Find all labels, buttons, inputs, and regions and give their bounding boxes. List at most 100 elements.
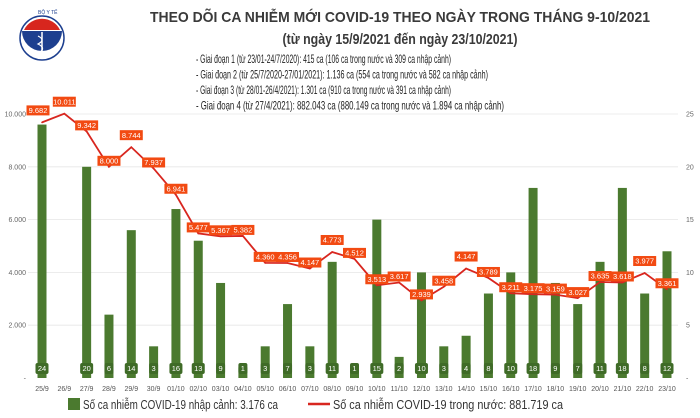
- line-point: [331, 251, 333, 253]
- bar-value-label: 10: [417, 364, 425, 373]
- line-value-label: 8.000: [100, 157, 119, 166]
- bar: [595, 261, 605, 378]
- x-axis-label: 05/10: [256, 386, 274, 393]
- bar-value-badge: [370, 363, 384, 374]
- x-axis-label: 08/10: [323, 386, 341, 393]
- line-value-badge: [343, 247, 366, 258]
- line-point: [152, 167, 155, 170]
- line-point: [465, 267, 467, 270]
- line-value-label: 3.789: [479, 268, 498, 277]
- x-axis-label: 22/10: [636, 386, 654, 393]
- bar: [171, 209, 181, 378]
- x-axis-label: 07/10: [301, 386, 319, 393]
- bar: [573, 304, 583, 378]
- bar: [283, 304, 293, 378]
- line-value-label: 7.937: [144, 158, 163, 167]
- line-point: [509, 292, 512, 295]
- bar: [506, 272, 516, 378]
- line-value-label: 3.513: [367, 275, 386, 284]
- line-value-badge: [476, 266, 500, 277]
- line-value-label: 3.977: [635, 257, 654, 266]
- bar: [327, 261, 337, 378]
- x-axis-label: 03/10: [212, 386, 230, 393]
- bar: [37, 124, 47, 378]
- bar-value-label: 16: [172, 364, 180, 373]
- line-value-label: 9.342: [77, 121, 96, 130]
- bar-value-label: 15: [373, 364, 381, 373]
- bar-value-badge: [504, 363, 518, 374]
- line-point: [376, 284, 378, 287]
- line-point: [398, 281, 400, 284]
- right-axis-tick: -: [686, 376, 689, 383]
- line-value-badge: [365, 274, 389, 285]
- line-value-label: 5.367: [211, 226, 230, 235]
- bar-value-badge: [593, 363, 607, 374]
- bar-value-label: 3: [442, 364, 446, 373]
- x-axis-label: 01/10: [167, 386, 185, 393]
- line-point: [130, 146, 133, 148]
- line-value-label: 4.773: [323, 236, 342, 245]
- line-value-badge: [75, 120, 99, 131]
- bar-value-label: 20: [82, 364, 90, 373]
- bar-value-label: 1: [241, 364, 245, 373]
- x-axis-label: 15/10: [480, 386, 498, 393]
- chart-title: THEO DÕI CA NHIỄM MỚI COVID-19 THEO NGÀY…: [150, 8, 650, 26]
- bar-value-badge: [550, 363, 560, 374]
- bar-value-label: 8: [486, 364, 490, 373]
- right-axis-tick: 5: [686, 323, 690, 330]
- legend: Số ca nhiễm COVID-19 nhập cảnh: 3.176 ca…: [68, 397, 564, 412]
- logo-text: BỘ Y TẾ: [38, 9, 58, 16]
- bar-value-badge: [149, 363, 159, 374]
- legend-line-label: Số ca nhiễm COVID-19 trong nước: 881.719…: [333, 397, 564, 412]
- x-axis-label: 06/10: [279, 386, 297, 393]
- bar: [372, 219, 382, 378]
- bar-value-label: 9: [553, 364, 557, 373]
- bar-value-label: 3: [152, 364, 156, 373]
- legend-bar-label: Số ca nhiễm COVID-19 nhập cảnh: 3.176 ca: [83, 397, 279, 412]
- line-value-label: 5.382: [234, 226, 253, 235]
- x-axis-label: 29/9: [124, 386, 138, 393]
- bar-value-badge: [414, 363, 428, 374]
- x-axis-label: 11/10: [391, 386, 408, 393]
- line-value-badge: [142, 157, 166, 168]
- line-value-label: 3.027: [568, 288, 587, 297]
- left-axis-tick: 2.000: [8, 323, 26, 330]
- bar: [550, 282, 560, 378]
- line-value-badge: [432, 275, 456, 286]
- bar-value-label: 12: [663, 364, 671, 373]
- note-line: - Giai đoạn 1 (từ 23/01-24/7/2020): 415 …: [196, 52, 451, 66]
- line-point: [309, 267, 311, 270]
- note-line: - Giai đoạn 2 (từ 25/7/2020-27/01/2021):…: [196, 68, 488, 82]
- bar-value-label: 11: [328, 364, 336, 373]
- x-axis-label: 30/9: [147, 386, 161, 393]
- line-value-label: 4.356: [278, 253, 297, 262]
- bar-value-label: 10: [507, 364, 515, 373]
- x-axis-label: 02/10: [189, 386, 207, 393]
- bar-value-badge: [526, 363, 540, 374]
- bar-value-badge: [35, 363, 49, 374]
- bar-value-badge: [305, 363, 315, 374]
- bar: [461, 335, 471, 378]
- bar-value-badge: [461, 363, 471, 374]
- line-value-badge: [521, 283, 545, 294]
- line-value-label: 3.458: [434, 276, 453, 285]
- bar-value-label: 7: [576, 364, 580, 373]
- line-value-label: 8.744: [122, 131, 141, 140]
- bar-value-badge: [104, 363, 114, 374]
- line-point: [420, 299, 423, 302]
- bar: [104, 314, 114, 378]
- note-line: - Giai đoạn 3 (từ 28/01-26/4/2021): 1.30…: [196, 83, 451, 97]
- line-value-badge: [454, 251, 478, 262]
- line-value-badge: [655, 278, 679, 289]
- line-value-label: 4.147: [300, 258, 319, 267]
- x-axis-label: 19/10: [569, 386, 587, 393]
- bar: [193, 240, 203, 378]
- line-value-badge: [320, 234, 344, 245]
- bar-value-label: 18: [618, 364, 626, 373]
- bar: [483, 293, 493, 378]
- line-point: [532, 293, 534, 295]
- chart-subtitle: (từ ngày 15/9/2021 đến ngày 23/10/2021): [283, 31, 518, 48]
- right-axis-tick: 25: [686, 112, 694, 119]
- line-value-label: 4.512: [345, 249, 364, 258]
- line-point: [219, 235, 222, 238]
